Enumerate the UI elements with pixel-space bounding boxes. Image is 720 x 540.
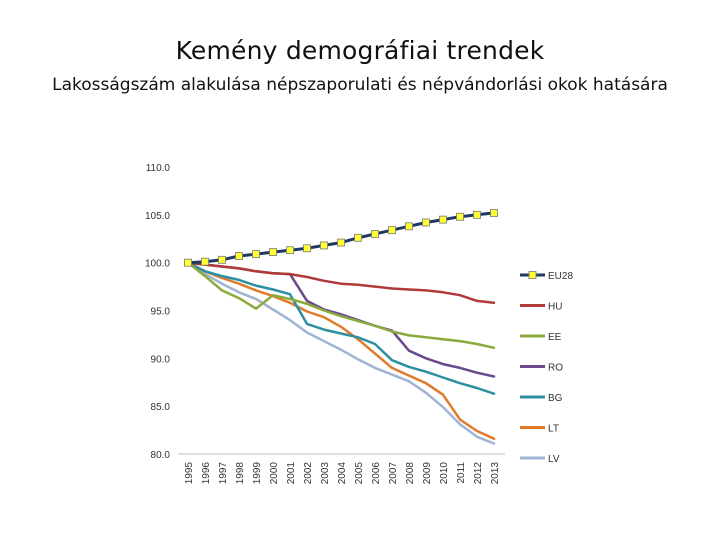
eu28-marker bbox=[354, 233, 362, 242]
eu28-marker bbox=[439, 215, 447, 224]
eu28-marker bbox=[218, 255, 226, 264]
series-line-bg bbox=[186, 261, 496, 395]
legend-label-bg: BG bbox=[548, 393, 563, 404]
x-tick-label: 2007 bbox=[388, 462, 399, 485]
y-tick-label: 85.0 bbox=[151, 402, 171, 413]
y-tick-label: 95.0 bbox=[151, 307, 171, 318]
y-tick-label: 100.0 bbox=[145, 259, 170, 270]
eu28-marker bbox=[235, 252, 243, 260]
y-tick-label: 80.0 bbox=[151, 450, 171, 461]
x-tick-label: 2005 bbox=[354, 462, 365, 485]
x-tick-label: 2010 bbox=[439, 462, 450, 485]
series-line-lt bbox=[186, 261, 496, 440]
y-tick-label: 110.0 bbox=[146, 163, 171, 174]
series-line-hu bbox=[186, 261, 496, 305]
series-line-ee bbox=[186, 261, 496, 350]
eu28-marker bbox=[184, 258, 192, 267]
x-tick-label: 1998 bbox=[235, 462, 246, 485]
y-tick-label: 90.0 bbox=[151, 354, 171, 365]
x-tick-label: 1996 bbox=[201, 462, 212, 485]
page-title: Kemény demográfiai trendek bbox=[175, 36, 545, 65]
x-axis-ticks: 1995 1996 1997 1998 1999 2000 2001 2002 2003 2004… bbox=[184, 462, 501, 485]
legend-marker-eu28 bbox=[528, 271, 537, 279]
x-tick-label: 2002 bbox=[303, 462, 314, 485]
eu28-marker bbox=[490, 209, 498, 217]
legend-label-ro: RO bbox=[548, 363, 563, 374]
y-tick-label: 105.0 bbox=[145, 211, 170, 222]
x-tick-label: 2004 bbox=[337, 462, 348, 485]
x-tick-label: 2006 bbox=[371, 462, 382, 485]
x-tick-label: 2011 bbox=[456, 462, 467, 484]
eu28-marker bbox=[456, 212, 464, 221]
eu28-marker bbox=[320, 241, 328, 250]
legend-label-lt: LT bbox=[548, 424, 559, 435]
eu28-marker bbox=[422, 218, 430, 227]
series-line-eu28 bbox=[186, 211, 496, 265]
y-axis-ticks: 80.0 85.0 90.0 95.0 100.0 105.0 110.0 bbox=[145, 163, 170, 461]
x-tick-label: 2013 bbox=[490, 462, 501, 485]
eu28-marker bbox=[337, 238, 345, 247]
x-tick-label: 2003 bbox=[320, 462, 331, 485]
eu28-marker bbox=[269, 248, 277, 257]
eu28-marker bbox=[473, 210, 481, 219]
page-subtitle: Lakosságszám alakulása népszaporulati és… bbox=[52, 75, 668, 95]
eu28-marker bbox=[201, 257, 209, 266]
eu28-marker bbox=[303, 244, 311, 253]
x-tick-label: 1997 bbox=[218, 462, 229, 485]
legend-label-hu: HU bbox=[548, 302, 562, 313]
eu28-marker bbox=[405, 222, 413, 231]
eu28-markers bbox=[184, 209, 498, 267]
eu28-marker bbox=[371, 230, 379, 238]
x-tick-label: 2001 bbox=[286, 462, 297, 485]
legend-label-lv: LV bbox=[548, 454, 560, 465]
eu28-marker bbox=[252, 250, 260, 258]
eu28-marker bbox=[388, 226, 396, 235]
x-tick-label: 1995 bbox=[184, 462, 195, 485]
x-tick-label: 2012 bbox=[473, 462, 484, 485]
x-tick-label: 2008 bbox=[405, 462, 416, 485]
eu28-marker bbox=[286, 246, 294, 255]
series-line-lv bbox=[186, 261, 496, 445]
x-tick-label: 2009 bbox=[422, 462, 433, 485]
legend-label-ee: EE bbox=[548, 332, 562, 343]
series-lines bbox=[186, 211, 496, 445]
x-tick-label: 1999 bbox=[252, 462, 263, 485]
legend: EU28 HU EE RO BG LT LV bbox=[520, 271, 573, 465]
legend-label-eu28: EU28 bbox=[548, 271, 573, 282]
x-tick-label: 2000 bbox=[269, 462, 280, 485]
